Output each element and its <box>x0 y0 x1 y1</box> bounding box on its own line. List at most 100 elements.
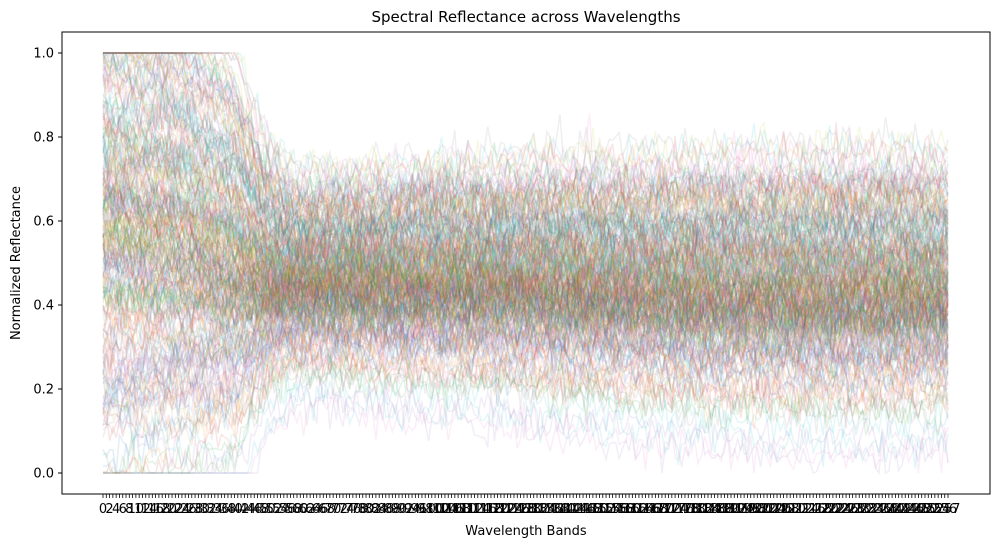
spectrum-line <box>102 145 949 279</box>
x-tick-label: 186 <box>702 502 727 517</box>
spectrum-line <box>102 247 949 365</box>
x-tick-label: 12 <box>134 502 151 517</box>
x-tick-label: 74 <box>338 502 355 517</box>
spectrum-line <box>102 300 949 431</box>
x-tick-label: 140 <box>551 502 576 517</box>
spectrum-line <box>102 262 949 351</box>
spectrum-line <box>102 267 949 380</box>
x-tick-label: 164 <box>630 502 655 517</box>
spectrum-line <box>102 133 949 275</box>
x-tick-label: 178 <box>676 502 701 517</box>
x-tick-label: 98 <box>417 502 434 517</box>
spectrum-line <box>102 146 949 308</box>
spectrum-line <box>103 52 949 243</box>
spectrum-line <box>102 106 949 293</box>
spectrum-line <box>102 182 949 327</box>
y-tick-label: 0.6 <box>33 215 54 230</box>
x-tick-label: 252 <box>919 502 944 517</box>
x-tick-label: 114 <box>465 502 490 517</box>
spectrum-line <box>102 248 949 332</box>
spectrum-line <box>102 92 949 243</box>
spectrum-line <box>102 245 949 342</box>
spectrum-line <box>102 254 949 357</box>
x-tick-label: 72 <box>331 502 348 517</box>
spectrum-line <box>102 249 949 382</box>
x-tick-label: 20 <box>160 502 177 517</box>
spectrum-line <box>103 52 949 212</box>
x-tick-label: 4 <box>112 502 120 517</box>
spectrum-line <box>102 58 949 250</box>
y-tick-label: 0.8 <box>33 131 54 146</box>
spectrum-line <box>102 284 949 405</box>
x-tick-label: 136 <box>538 502 563 517</box>
x-tick-label: 154 <box>597 502 622 517</box>
x-tick-label: 64 <box>305 502 322 517</box>
spectrum-line <box>102 203 949 296</box>
x-tick-label: 58 <box>285 502 302 517</box>
x-tick-label: 160 <box>617 502 642 517</box>
spectrum-line <box>102 121 949 270</box>
spectrum-line <box>103 355 949 474</box>
spectrum-line <box>102 50 949 260</box>
x-tick-label: 206 <box>768 502 793 517</box>
x-tick-label: 38 <box>220 502 237 517</box>
spectrum-line <box>102 124 949 310</box>
spectrum-line <box>103 375 949 476</box>
y-tick-label: 0.4 <box>33 299 54 314</box>
spectrum-line <box>102 155 949 294</box>
spectrum-line <box>102 223 949 304</box>
x-tick-label: 196 <box>735 502 760 517</box>
spectrum-line <box>103 51 949 244</box>
spectrum-line <box>102 282 949 359</box>
spectrum-line <box>102 325 949 419</box>
x-tick-label: 246 <box>899 502 924 517</box>
spectrum-line <box>102 203 949 292</box>
spectrum-line <box>102 187 949 332</box>
spectrum-line <box>102 306 949 474</box>
spectrum-line <box>102 239 949 332</box>
x-tick-label: 60 <box>292 502 309 517</box>
spectrum-line <box>102 260 949 347</box>
spectrum-line <box>102 299 949 370</box>
spectrum-line <box>102 179 949 280</box>
spectrum-line <box>102 219 949 290</box>
x-tick-label: 24 <box>174 502 191 517</box>
spectrum-line <box>103 51 949 230</box>
spectrum-line <box>102 245 949 329</box>
x-tick-label: 112 <box>459 502 484 517</box>
spectrum-line <box>102 173 949 298</box>
x-tick-label: 222 <box>821 502 846 517</box>
spectrum-line <box>102 277 949 393</box>
x-tick-label: 156 <box>604 502 629 517</box>
spectrum-line <box>102 260 949 361</box>
spectrum-line <box>102 205 949 339</box>
x-tick-label: 146 <box>571 502 596 517</box>
x-tick-label: 216 <box>801 502 826 517</box>
x-tick-label: 62 <box>299 502 316 517</box>
spectrum-line <box>102 278 949 356</box>
spectrum-line <box>102 65 949 235</box>
x-tick-label: 66 <box>312 502 329 517</box>
x-tick-label: 122 <box>492 502 517 517</box>
x-tick-label: 120 <box>485 502 510 517</box>
spectrum-line <box>102 145 949 271</box>
spectrum-line <box>102 123 949 270</box>
x-tick-label: 68 <box>318 502 335 517</box>
x-tick-label: 214 <box>794 502 819 517</box>
spectrum-line <box>102 281 949 417</box>
x-tick-label: 188 <box>709 502 734 517</box>
x-tick-label: 126 <box>505 502 530 517</box>
spectrum-line <box>103 52 949 209</box>
spectrum-line <box>103 51 949 223</box>
x-tick-label: 254 <box>926 502 951 517</box>
spectrum-line <box>102 200 949 308</box>
spectrum-line <box>102 193 949 328</box>
spectrum-line <box>102 274 949 354</box>
spectrum-line <box>102 139 949 294</box>
x-tick-label: 10 <box>128 502 145 517</box>
x-tick-label: 106 <box>439 502 464 517</box>
spectrum-line <box>102 225 949 319</box>
spectrum-line <box>102 134 949 253</box>
spectrum-line <box>102 185 949 305</box>
x-tick-label: 18 <box>154 502 171 517</box>
